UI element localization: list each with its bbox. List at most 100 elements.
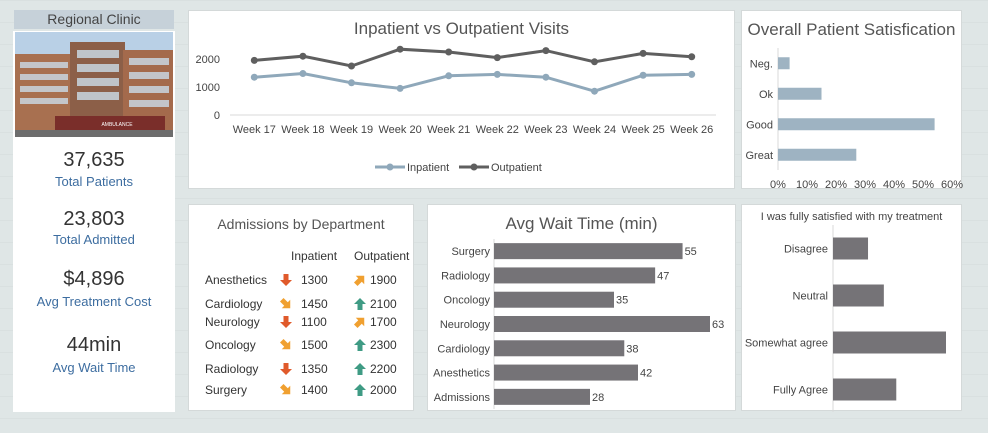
inpatient-value: 1350: [301, 362, 328, 376]
data-point: [688, 70, 696, 78]
category-label: Surgery: [451, 246, 490, 258]
arrow-down-right-icon: [279, 297, 291, 309]
total-patients-label: Total Patients: [54, 174, 134, 189]
data-point: [396, 45, 404, 53]
satisfaction-chart-title: Overall Patient Satisfication: [747, 20, 956, 39]
x-tick-label: Week 24: [573, 124, 616, 136]
x-tick-label: Week 17: [233, 124, 276, 136]
satisfaction-plot: Neg. Ok Good Great 0% 10% 20% 30% 40% 50% 60%: [745, 48, 963, 190]
avg-treatment-cost-value: $4,896: [63, 268, 125, 290]
x-tick-label: Week 26: [670, 124, 713, 136]
data-point: [396, 84, 404, 92]
data-point: [639, 71, 647, 79]
wait-time-bar: [494, 291, 614, 308]
data-label: 55: [685, 246, 697, 258]
department-name: Radiology: [205, 362, 259, 376]
avg-wait-time-label: Avg Wait Time: [52, 360, 136, 375]
x-tick-label: Week 21: [427, 124, 470, 136]
inpatient-column-header: Inpatient: [291, 249, 338, 263]
clinic-title: Regional Clinic: [14, 10, 174, 29]
data-point: [445, 72, 453, 80]
ambulance-sign: AMBULANCE: [101, 122, 133, 128]
data-point: [348, 79, 355, 87]
data-point: [445, 48, 453, 56]
department-name: Oncology: [205, 338, 256, 352]
x-tick-label: 10%: [796, 179, 818, 190]
data-point: [688, 53, 696, 61]
treatment-satisfaction-chart: I was fully satisfied with my treatment …: [741, 204, 962, 412]
arrow-down-right-icon: [279, 383, 291, 395]
data-point: [299, 52, 307, 60]
legend-swatch-dot: [386, 163, 394, 171]
category-label: Oncology: [444, 295, 491, 307]
x-tick-label: 60%: [941, 179, 963, 190]
arrow-up-icon: [354, 298, 366, 310]
data-label: 38: [626, 343, 638, 355]
data-point: [250, 56, 258, 64]
data-point: [493, 70, 501, 78]
data-point: [250, 73, 258, 81]
category-label: Neutral: [793, 291, 828, 303]
department-name: Cardiology: [205, 297, 263, 311]
total-admitted-value: 23,803: [63, 208, 125, 230]
treatment-satisfaction-bar: [833, 237, 869, 260]
outpatient-value: 1900: [370, 273, 397, 287]
inpatient-value: 1400: [301, 383, 328, 397]
wait-time-plot: Surgery 55 Radiology 47 Oncology 35 Neurology 6…: [433, 239, 724, 409]
treatment-satisfaction-title: I was fully satisfied with my treatment: [760, 211, 943, 223]
inpatient-value: 1300: [301, 273, 328, 287]
data-label: 35: [616, 295, 628, 307]
treatment-satisfaction-bar: [833, 378, 897, 401]
x-tick-label: 20%: [825, 179, 847, 190]
admissions-row: Cardiology 1450 2100: [205, 297, 405, 317]
arrow-down-right-icon: [279, 338, 291, 350]
arrow-up-right-icon: [353, 317, 365, 329]
y-tick-label: 2000: [196, 54, 220, 66]
arrow-up-right-icon: [353, 275, 365, 287]
department-name: Anesthetics: [205, 273, 268, 287]
y-tick-label: 1000: [196, 82, 220, 94]
series-line-1: [254, 47, 692, 68]
satisfaction-bar-chart: Overall Patient Satisfication Neg. Ok Good…: [741, 10, 963, 190]
kpi-panel: AMBULANCE 37,635 Total Patients 23,803 T…: [13, 31, 175, 412]
wait-time-bar-chart: Avg Wait Time (min) Surgery 55 Radiology 47…: [427, 204, 736, 411]
legend-label: Inpatient: [407, 162, 449, 174]
satisfaction-bar: [778, 148, 857, 161]
visits-line-plot: 0 1000 2000 Week 17 Week 18 Week 19 Week 20 Wee…: [196, 45, 716, 174]
outpatient-value: 2100: [370, 297, 397, 311]
data-label: 47: [657, 270, 669, 282]
category-label: Anesthetics: [433, 368, 490, 380]
arrow-down-icon: [280, 363, 292, 375]
x-tick-label: Week 22: [476, 124, 519, 136]
y-tick-label: 0: [214, 110, 220, 122]
wait-time-bar: [494, 316, 710, 332]
admissions-row: Radiology 1350 2200: [205, 362, 405, 382]
x-tick-label: Week 23: [524, 124, 567, 136]
avg-wait-time-value: 44min: [66, 334, 122, 356]
arrow-down-icon: [280, 274, 292, 286]
legend-label: Outpatient: [491, 162, 542, 174]
x-tick-label: 40%: [883, 179, 905, 190]
x-tick-label: 50%: [912, 179, 934, 190]
satisfaction-bar: [778, 57, 790, 70]
inpatient-value: 1450: [301, 297, 328, 311]
department-name: Neurology: [205, 315, 260, 329]
outpatient-value: 1700: [370, 315, 397, 329]
wait-time-bar: [494, 267, 656, 284]
data-point: [493, 54, 501, 62]
x-tick-label: Week 20: [378, 124, 421, 136]
admissions-row: Surgery 1400 2000: [205, 383, 405, 403]
data-label: 28: [592, 392, 604, 404]
treatment-satisfaction-bar: [833, 331, 946, 354]
satisfaction-bar: [778, 118, 935, 131]
data-point: [591, 58, 598, 66]
admissions-table: Admissions by Department Inpatient Outpa…: [188, 204, 414, 411]
category-label: Good: [746, 119, 773, 131]
admissions-row: Oncology 1500 2300: [205, 338, 405, 358]
wait-time-title: Avg Wait Time (min): [505, 214, 658, 233]
legend-swatch-dot: [470, 163, 478, 171]
inpatient-value: 1500: [301, 338, 328, 352]
category-label: Neg.: [750, 58, 773, 70]
x-tick-label: Week 25: [621, 124, 664, 136]
inpatient-value: 1100: [301, 315, 327, 329]
